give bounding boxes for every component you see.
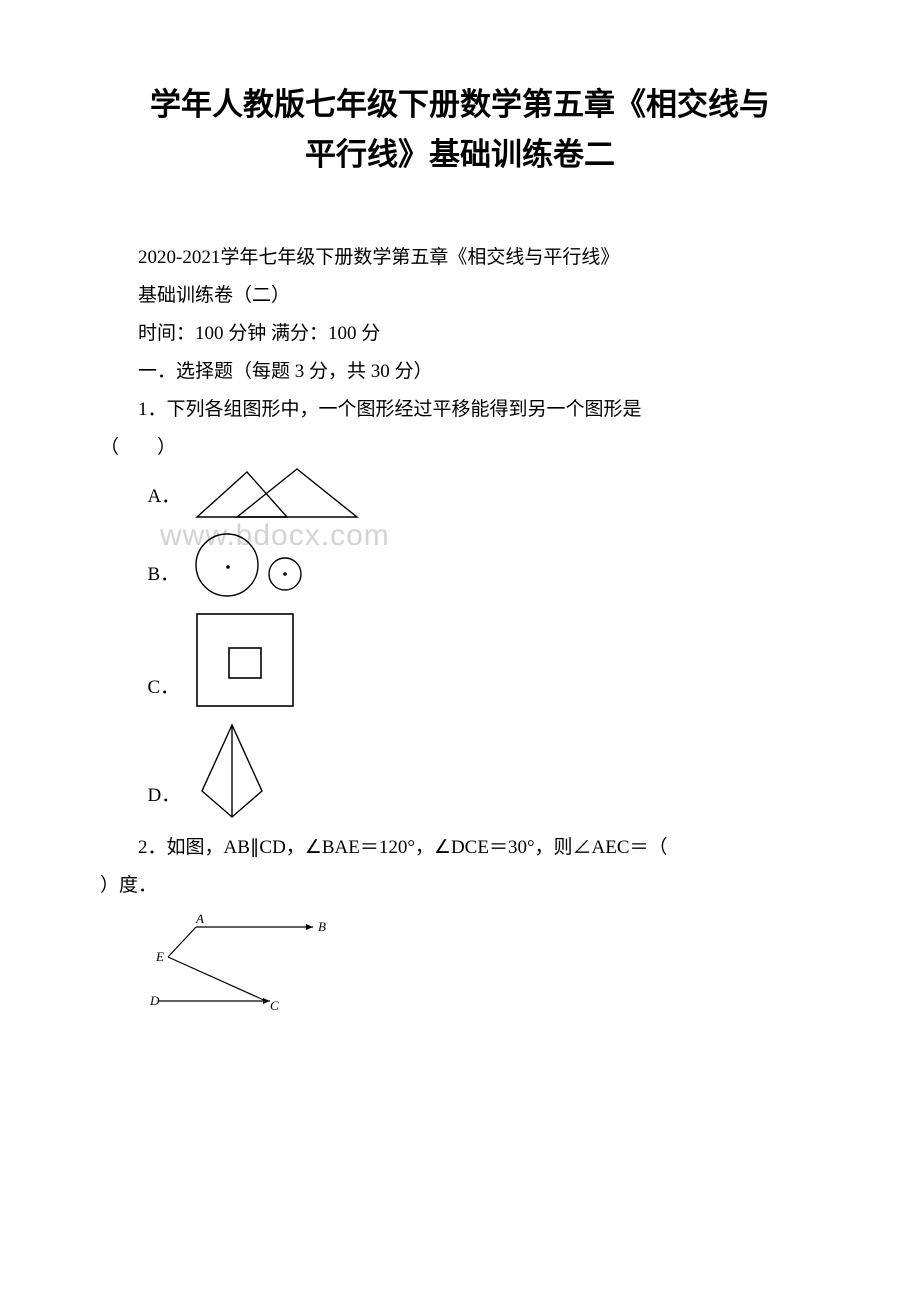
svg-text:C: C bbox=[270, 998, 279, 1013]
section-heading: 一．选择题（每题 3 分，共 30 分） bbox=[100, 353, 820, 391]
question-2-figure: A B E D C bbox=[148, 913, 821, 1027]
document-title: 学年人教版七年级下册数学第五章《相交线与 平行线》基础训练卷二 bbox=[100, 80, 820, 179]
option-a-label: A． bbox=[148, 478, 181, 522]
title-line-2: 平行线》基础训练卷二 bbox=[100, 130, 820, 180]
svg-text:E: E bbox=[155, 949, 164, 964]
option-c-row: C． bbox=[148, 608, 821, 713]
option-a-row: A． bbox=[148, 467, 821, 522]
svg-text:A: A bbox=[195, 913, 204, 926]
option-b-figure bbox=[191, 530, 321, 600]
document-body: 2020-2021学年七年级下册数学第五章《相交线与平行线》 基础训练卷（二） … bbox=[100, 239, 820, 1027]
question-2-line-1: 2．如图，AB∥CD，∠BAE＝120°，∠DCE＝30°，则∠AEC＝（ bbox=[100, 829, 820, 867]
title-line-1: 学年人教版七年级下册数学第五章《相交线与 bbox=[100, 80, 820, 130]
option-d-figure bbox=[192, 721, 272, 821]
time-score: 时间：100 分钟 满分：100 分 bbox=[100, 315, 820, 353]
svg-text:D: D bbox=[149, 993, 160, 1008]
question-1-text: 1．下列各组图形中，一个图形经过平移能得到另一个图形是 bbox=[100, 391, 820, 429]
question-2-line-2: ）度． bbox=[100, 867, 820, 905]
subtitle-line-1: 2020-2021学年七年级下册数学第五章《相交线与平行线》 bbox=[100, 239, 820, 277]
option-c-figure bbox=[191, 608, 301, 713]
option-a-figure bbox=[192, 467, 362, 522]
option-d-label: D． bbox=[148, 777, 181, 821]
svg-text:B: B bbox=[318, 919, 326, 934]
option-b-label: B． bbox=[148, 556, 180, 600]
option-d-row: D． bbox=[148, 721, 821, 821]
subtitle-line-2: 基础训练卷（二） bbox=[100, 277, 820, 315]
option-b-row: B． bbox=[148, 530, 821, 600]
option-c-label: C． bbox=[148, 669, 180, 713]
question-1-paren: （ ） bbox=[100, 429, 820, 467]
